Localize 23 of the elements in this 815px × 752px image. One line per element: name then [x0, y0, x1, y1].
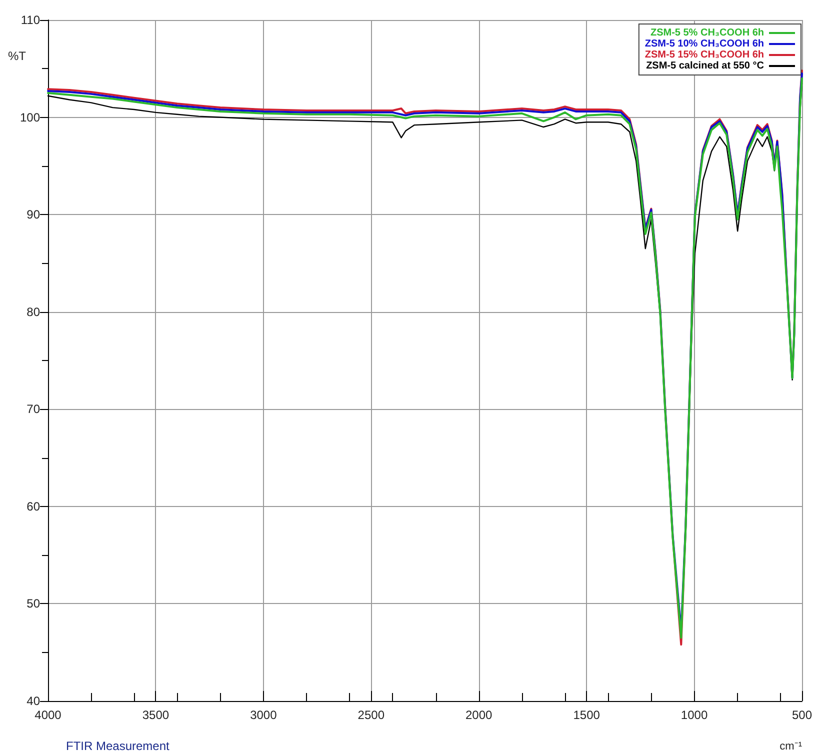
- y-tick-label: 60: [26, 499, 40, 514]
- x-tick-label: 1500: [573, 708, 600, 722]
- legend-label: ZSM-5 10% CH₃COOH 6h: [644, 38, 764, 50]
- x-tick-label: 2500: [358, 708, 385, 722]
- y-axis-title: %T: [8, 49, 27, 63]
- legend-label: ZSM-5 5% CH₃COOH 6h: [650, 28, 764, 38]
- text: FTIR Measurement: [66, 739, 170, 752]
- legend-label: ZSM-5 15% CH₃COOH 6h: [644, 50, 764, 60]
- y-tick-label: 80: [26, 304, 40, 319]
- x-tick-label: 3500: [142, 708, 170, 722]
- x-tick-label: 3000: [250, 708, 278, 722]
- y-tick-label: 70: [26, 402, 40, 416]
- y-tick-label: 90: [26, 208, 40, 222]
- x-tick-label: 4000: [34, 708, 62, 722]
- x-axis-title: cm⁻¹: [780, 740, 802, 752]
- y-tick-label: 100: [20, 110, 40, 124]
- y-tick-label: 110: [20, 13, 40, 27]
- x-tick-label: 2000: [466, 708, 493, 722]
- legend-label: ZSM-5 calcined at 550 °C: [646, 60, 764, 72]
- y-tick-label: 50: [26, 596, 40, 611]
- x-tick-label: 1000: [680, 708, 708, 722]
- x-tick-label: 500: [792, 708, 812, 722]
- y-tick-label: 40: [26, 694, 40, 708]
